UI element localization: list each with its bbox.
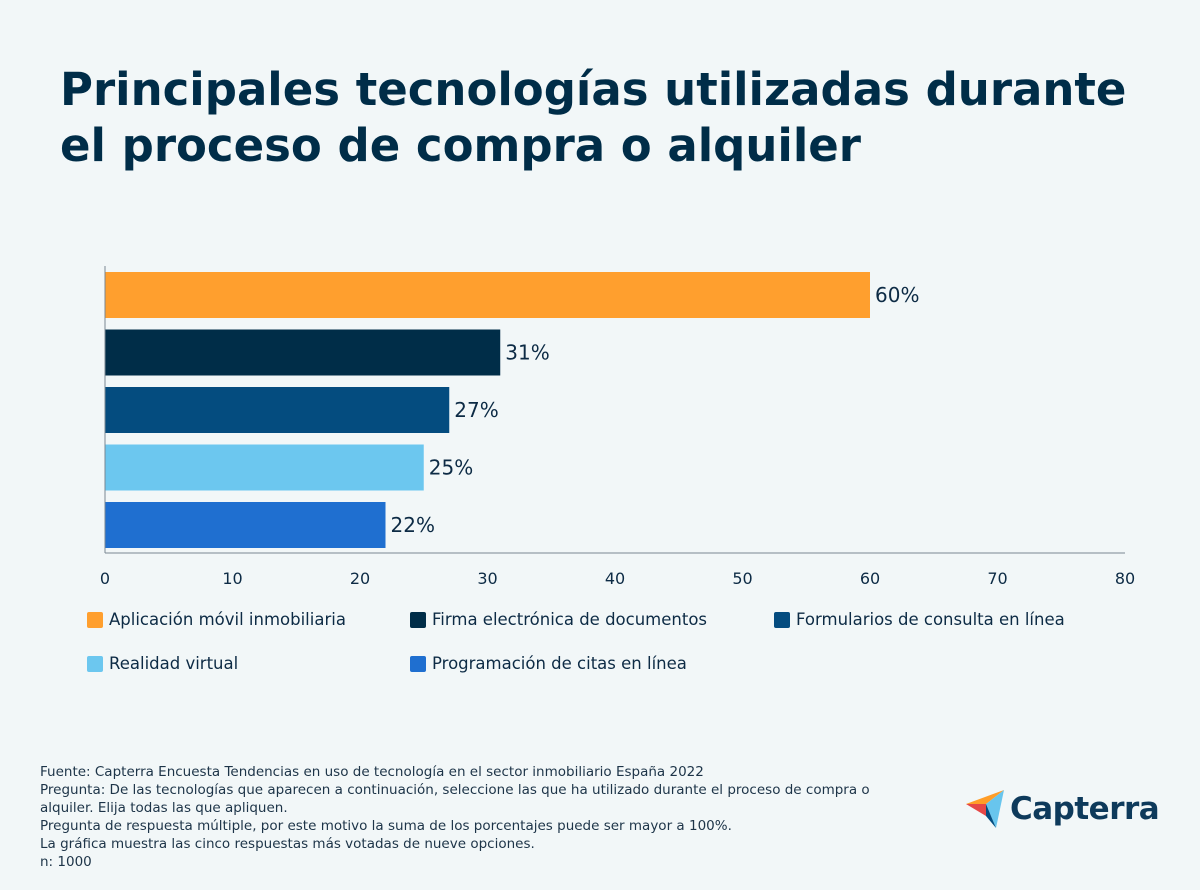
value-label-3: 27% xyxy=(454,398,498,422)
bar-5 xyxy=(105,502,386,548)
x-tick-10: 10 xyxy=(222,569,242,588)
value-label-2: 31% xyxy=(505,341,549,365)
capterra-logo: Capterra xyxy=(966,788,1160,830)
capterra-arrow-icon xyxy=(966,790,1004,828)
value-labels-group: 60% 31% 27% 25% 22% xyxy=(391,283,920,537)
footer-notes: Fuente: Capterra Encuesta Tendencias en … xyxy=(40,763,920,871)
footer-question: Pregunta: De las tecnologías que aparece… xyxy=(40,782,870,816)
x-tick-20: 20 xyxy=(350,569,370,588)
bar-3 xyxy=(105,387,450,433)
x-tick-0: 0 xyxy=(100,569,110,588)
footer-source: Fuente: Capterra Encuesta Tendencias en … xyxy=(40,764,704,780)
value-label-5: 22% xyxy=(391,513,435,537)
x-tick-30: 30 xyxy=(477,569,497,588)
bar-4 xyxy=(105,444,424,491)
x-tick-80: 80 xyxy=(1115,569,1135,588)
capterra-logo-text: Capterra xyxy=(1010,791,1160,827)
x-tick-labels: 0 10 20 30 40 50 60 70 80 xyxy=(100,569,1135,588)
value-label-1: 60% xyxy=(875,283,919,307)
bar-1 xyxy=(105,272,870,318)
x-tick-40: 40 xyxy=(605,569,625,588)
footer-multiple-note: Pregunta de respuesta múltiple, por este… xyxy=(40,818,732,834)
bar-2 xyxy=(105,329,501,376)
footer-top-five-note: La gráfica muestra las cinco respuestas … xyxy=(40,836,535,852)
bars-group xyxy=(105,272,870,548)
x-tick-60: 60 xyxy=(860,569,880,588)
x-tick-70: 70 xyxy=(987,569,1007,588)
x-tick-50: 50 xyxy=(732,569,752,588)
chart-title: Principales tecnologías utilizadas duran… xyxy=(60,63,1127,172)
footer-sample-size: n: 1000 xyxy=(40,854,92,870)
value-label-4: 25% xyxy=(429,456,473,480)
